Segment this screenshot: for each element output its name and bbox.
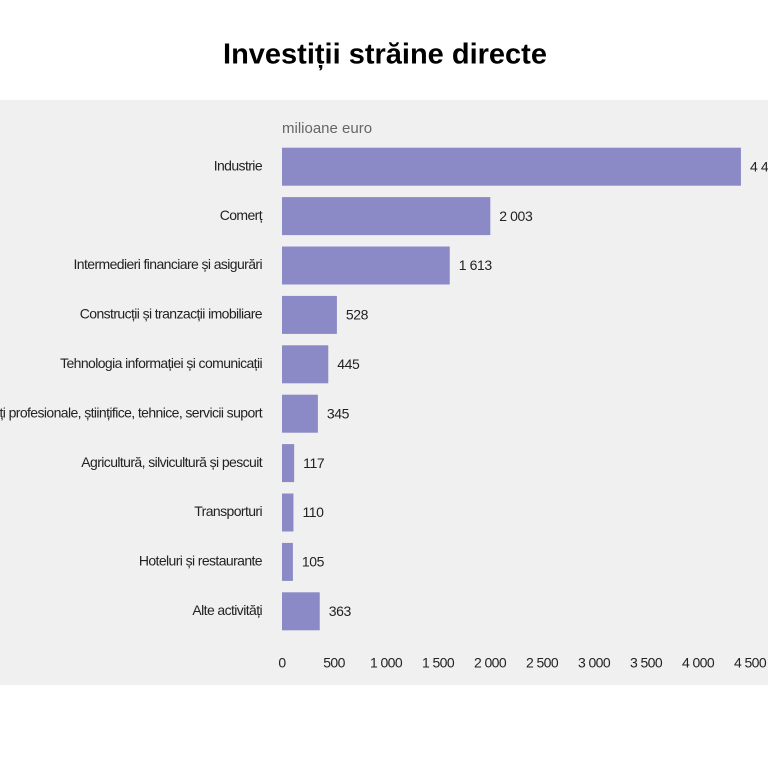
bar xyxy=(282,147,741,186)
category-label: Transporturi xyxy=(194,503,262,519)
value-label: 363 xyxy=(329,603,352,619)
bar xyxy=(282,394,318,433)
x-tick-label: 4 500 xyxy=(734,655,767,671)
x-tick-label: 0 xyxy=(278,655,286,671)
category-label: Intermedieri financiare și asigurări xyxy=(74,256,263,272)
category-label: Activități profesionale, științifice, te… xyxy=(0,404,263,420)
category-label: Construcții și tranzacții imobiliare xyxy=(80,306,263,322)
category-label: Alte activități xyxy=(192,602,262,618)
bar xyxy=(282,542,293,581)
x-tick-label: 500 xyxy=(323,655,345,671)
bar xyxy=(282,295,337,334)
x-tick-label: 1 000 xyxy=(370,655,403,671)
bar xyxy=(282,592,320,631)
value-label: 1 613 xyxy=(459,257,493,273)
x-tick-label: 2 500 xyxy=(526,655,559,671)
category-label: Hoteluri și restaurante xyxy=(139,553,263,569)
category-label: Industrie xyxy=(214,157,263,173)
value-label: 117 xyxy=(303,455,325,471)
chart-title: Investiții străine directe xyxy=(223,39,547,71)
bar xyxy=(282,197,491,236)
value-label: 528 xyxy=(346,307,369,323)
bar xyxy=(282,493,294,532)
x-tick-label: 2 000 xyxy=(474,655,507,671)
value-label: 110 xyxy=(302,504,324,520)
value-label: 345 xyxy=(327,405,350,421)
category-label: Tehnologia informației și comunicații xyxy=(60,355,262,371)
x-tick-label: 3 000 xyxy=(578,655,611,671)
x-tick-label: 3 500 xyxy=(630,655,663,671)
bar xyxy=(282,246,450,285)
value-label: 445 xyxy=(337,356,360,372)
category-label: Comerț xyxy=(220,207,263,223)
value-label: 105 xyxy=(302,554,325,570)
x-tick-label: 1 500 xyxy=(422,655,455,671)
bar xyxy=(282,345,329,384)
value-label: 4 413 xyxy=(750,158,768,174)
unit-label: milioane euro xyxy=(282,120,372,137)
x-tick-label: 4 000 xyxy=(682,655,715,671)
plot-background xyxy=(0,100,768,685)
bar xyxy=(282,444,295,483)
value-label: 2 003 xyxy=(499,208,533,224)
category-label: Agricultură, silvicultură și pescuit xyxy=(81,454,262,470)
